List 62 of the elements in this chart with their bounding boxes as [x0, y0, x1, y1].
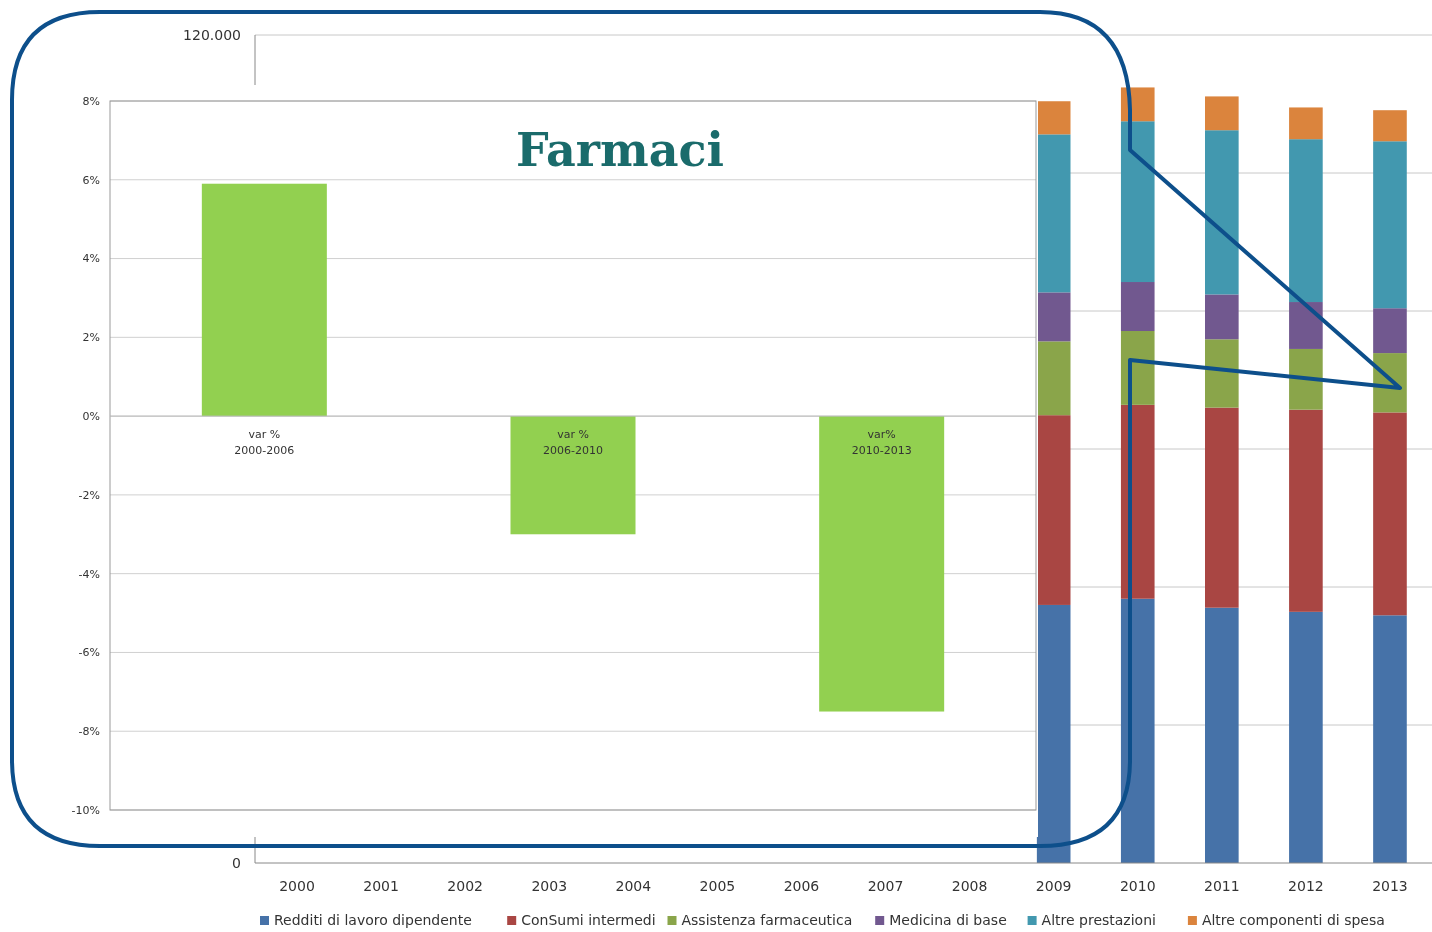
bar — [1120, 598, 1155, 863]
x-tick-label: 2008 — [951, 878, 988, 894]
x-tick-label: 2011 — [1204, 878, 1240, 894]
x-tick-label: 2005 — [699, 878, 736, 894]
x-tick-label: 2006 — [783, 878, 820, 894]
x-tick-label: var% 2010-2013 — [851, 428, 912, 458]
bar — [1289, 348, 1323, 410]
bar — [1373, 110, 1407, 142]
bar — [1205, 96, 1239, 131]
bar — [1205, 339, 1239, 408]
legend-label: Altre componenti di spesa — [1201, 912, 1385, 928]
x-tick-label: 2004 — [615, 878, 652, 894]
bar — [1036, 101, 1071, 135]
x-tick-label: 2010 — [1119, 878, 1156, 894]
bar — [1373, 412, 1407, 616]
bar — [1205, 294, 1239, 340]
bar — [1289, 409, 1323, 612]
bar — [1373, 615, 1407, 863]
legend-label: Redditi di lavoro dipendente — [274, 912, 472, 928]
x-tick-label: 2007 — [867, 878, 904, 894]
x-tick-label: var % 2000-2006 — [234, 428, 295, 458]
y-tick-label: 0 — [232, 854, 241, 871]
y-tick-label: -2% — [78, 488, 100, 502]
legend-label: ConSumi intermedi — [521, 912, 656, 928]
y-tick-label: 0% — [82, 409, 100, 423]
bar — [1036, 415, 1071, 605]
bar — [1205, 607, 1239, 863]
bar — [1205, 407, 1239, 608]
bar — [1120, 282, 1155, 332]
y-tick-label: 8% — [82, 94, 100, 108]
y-tick-label: 120.000 — [183, 26, 241, 43]
legend-label: Altre prestazioni — [1041, 912, 1156, 928]
legend-label: Assistenza farmaceutica — [681, 912, 853, 928]
bar — [1373, 308, 1407, 354]
x-tick-label: 2002 — [447, 878, 483, 894]
text: Farmaci — [515, 123, 725, 177]
bar — [1289, 611, 1323, 863]
y-tick-label: 6% — [82, 173, 100, 187]
y-tick-label: -4% — [78, 567, 100, 581]
bar — [1289, 302, 1323, 349]
bar — [1205, 130, 1239, 295]
bar — [1036, 292, 1071, 342]
y-tick-label: -10% — [71, 803, 100, 817]
x-tick-label: 2001 — [363, 878, 399, 894]
x-tick-label: 2009 — [1035, 878, 1072, 894]
y-tick-label: -6% — [78, 646, 100, 660]
bar — [1373, 141, 1407, 309]
y-tick-label: 2% — [82, 331, 100, 345]
legend-label: Medicina di base — [889, 912, 1007, 928]
y-tick-label: 4% — [82, 252, 100, 266]
bar — [1036, 341, 1071, 416]
bar — [1289, 139, 1323, 303]
x-tick-label: 2000 — [279, 878, 315, 894]
x-tick-label: 2012 — [1288, 878, 1324, 894]
x-tick-label: var % 2006-2010 — [543, 428, 603, 458]
bar — [1120, 121, 1155, 283]
y-tick-label: -8% — [78, 725, 100, 739]
bar — [1036, 604, 1071, 863]
bar — [1036, 134, 1071, 293]
x-tick-label: 2003 — [531, 878, 568, 894]
bar — [1289, 107, 1323, 140]
x-tick-label: 2013 — [1372, 878, 1408, 894]
